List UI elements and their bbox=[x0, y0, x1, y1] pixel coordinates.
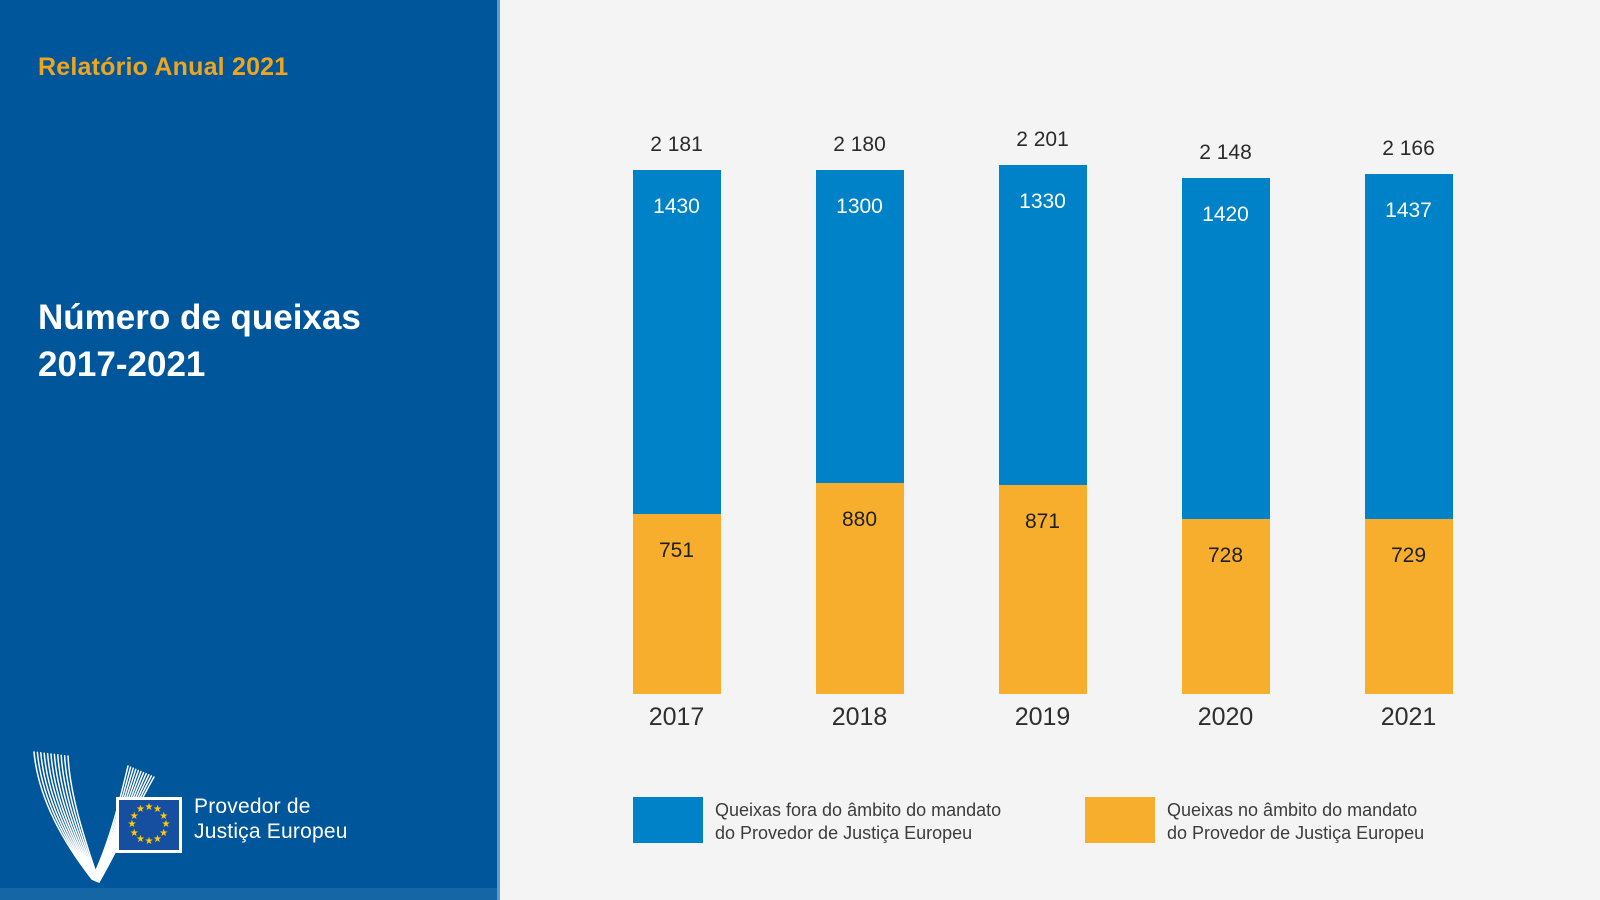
report-title: Relatório Anual 2021 bbox=[38, 53, 289, 81]
org-name: Provedor de Justiça Europeu bbox=[194, 794, 348, 844]
segment-value-label: 1437 bbox=[1385, 198, 1432, 222]
total-label-2020: 2 148 bbox=[1199, 140, 1252, 164]
logo-stroke bbox=[67, 755, 100, 883]
logo-stroke bbox=[63, 754, 100, 883]
legend-label-line: Queixas no âmbito do mandato bbox=[1167, 800, 1418, 820]
eu-flag-star-icon: ★ bbox=[161, 819, 171, 830]
eu-flag-star-icon: ★ bbox=[153, 804, 162, 816]
segment-value-label: 1430 bbox=[653, 194, 700, 218]
eu-flag-star-icon: ★ bbox=[136, 804, 145, 816]
bar-segment-blue-2021: 1437 bbox=[1364, 173, 1453, 519]
org-name-line2: Justiça Europeu bbox=[194, 820, 348, 843]
segment-value-label: 871 bbox=[1024, 509, 1061, 533]
bar-column-2021: 2 166 1437 729 bbox=[1364, 136, 1453, 694]
total-label-2019: 2 201 bbox=[1016, 128, 1069, 152]
bar-segment-blue-2019: 1330 bbox=[998, 165, 1087, 485]
eu-flag-star-icon: ★ bbox=[129, 810, 139, 822]
bar-column-2018: 2 180 1300 880 bbox=[815, 133, 904, 694]
logo-stroke bbox=[40, 752, 95, 881]
segment-value-label: 751 bbox=[658, 538, 695, 562]
bar-segment-orange-2018: 880 bbox=[815, 482, 904, 694]
bar-segment-orange-2019: 871 bbox=[998, 484, 1087, 694]
bar-segment-blue-2017: 1430 bbox=[632, 169, 721, 514]
logo-left-arm bbox=[33, 751, 100, 883]
x-axis-label-2020: 2020 bbox=[1197, 703, 1254, 731]
logo-stroke bbox=[91, 765, 129, 880]
bar-column-2019: 2 201 1330 871 bbox=[998, 128, 1087, 694]
x-axis-label-2019: 2019 bbox=[1014, 703, 1071, 731]
page-title: Número de queixas 2017-2021 bbox=[38, 294, 361, 388]
sidebar-divider-line bbox=[497, 0, 500, 900]
eu-flag-star-icon: ★ bbox=[144, 802, 154, 813]
bar-segment-orange-2017: 751 bbox=[632, 513, 721, 694]
bar-column-2020: 2 148 1420 728 bbox=[1181, 140, 1270, 694]
logo-stroke bbox=[33, 751, 93, 880]
logo-stroke bbox=[92, 767, 134, 881]
eu-flag-star-icon: ★ bbox=[127, 819, 137, 830]
logo-stroke bbox=[46, 752, 96, 881]
eu-flag-star-icon: ★ bbox=[153, 833, 162, 845]
legend-label-line: do Provedor de Justiça Europeu bbox=[1167, 822, 1425, 843]
legend-label-line: Queixas fora do âmbito do mandato bbox=[715, 800, 1002, 820]
total-label-2018: 2 180 bbox=[833, 133, 886, 157]
stacked-bar-chart: 2 181 1430 751 2017 2 180 1300 880 2018 2 201 133… bbox=[500, 0, 1600, 900]
eu-flag-star-icon: ★ bbox=[129, 827, 139, 839]
org-name-line1: Provedor de bbox=[194, 795, 311, 818]
legend-swatch-out-of-mandate bbox=[633, 797, 703, 843]
segment-value-label: 728 bbox=[1207, 544, 1244, 568]
bar-segment-orange-2020: 728 bbox=[1181, 519, 1270, 694]
logo-stroke bbox=[57, 754, 98, 882]
logo-stroke bbox=[50, 753, 97, 882]
bar-segment-blue-2018: 1300 bbox=[815, 170, 904, 483]
legend-label-out-of-mandate: Queixas fora do âmbito do mandato do Pro… bbox=[715, 799, 1001, 844]
logo-stroke bbox=[53, 753, 97, 882]
sidebar-bottom-strip bbox=[0, 888, 497, 900]
sidebar bbox=[0, 0, 497, 900]
segment-value-label: 729 bbox=[1390, 543, 1427, 567]
logo-stroke bbox=[91, 766, 132, 881]
eu-flag-star-icon: ★ bbox=[159, 810, 169, 822]
bar-segment-orange-2021: 729 bbox=[1364, 518, 1453, 694]
total-label-2021: 2 166 bbox=[1382, 136, 1435, 160]
legend-label-line: do Provedor de Justiça Europeu bbox=[715, 822, 973, 843]
x-axis-label-2021: 2021 bbox=[1380, 703, 1437, 731]
total-label-2017: 2 181 bbox=[650, 132, 703, 156]
page-title-line1: Número de queixas bbox=[38, 298, 361, 337]
segment-value-label: 1330 bbox=[1019, 190, 1066, 214]
eu-flag-star-icon: ★ bbox=[144, 836, 154, 847]
page-title-line2: 2017-2021 bbox=[38, 345, 206, 384]
segment-value-label: 880 bbox=[841, 507, 878, 531]
logo-stroke bbox=[36, 751, 94, 881]
bar-segment-blue-2020: 1420 bbox=[1181, 177, 1270, 520]
logo-stroke bbox=[43, 752, 95, 881]
eu-flag-star-icon: ★ bbox=[159, 827, 169, 839]
bar-column-2017: 2 181 1430 751 bbox=[632, 132, 721, 694]
eu-flag-icon: ★ ★ ★ ★ ★ ★ ★ ★ ★ ★ ★ ★ bbox=[116, 797, 182, 853]
logo-stroke bbox=[60, 754, 99, 883]
x-axis-label-2017: 2017 bbox=[648, 703, 705, 731]
legend-swatch-in-mandate bbox=[1085, 797, 1155, 843]
legend-label-in-mandate: Queixas no âmbito do mandato do Provedor… bbox=[1167, 799, 1424, 844]
x-axis-label-2018: 2018 bbox=[831, 703, 888, 731]
eu-flag-star-icon: ★ bbox=[136, 833, 145, 845]
segment-value-label: 1300 bbox=[836, 195, 883, 219]
segment-value-label: 1420 bbox=[1202, 202, 1249, 226]
